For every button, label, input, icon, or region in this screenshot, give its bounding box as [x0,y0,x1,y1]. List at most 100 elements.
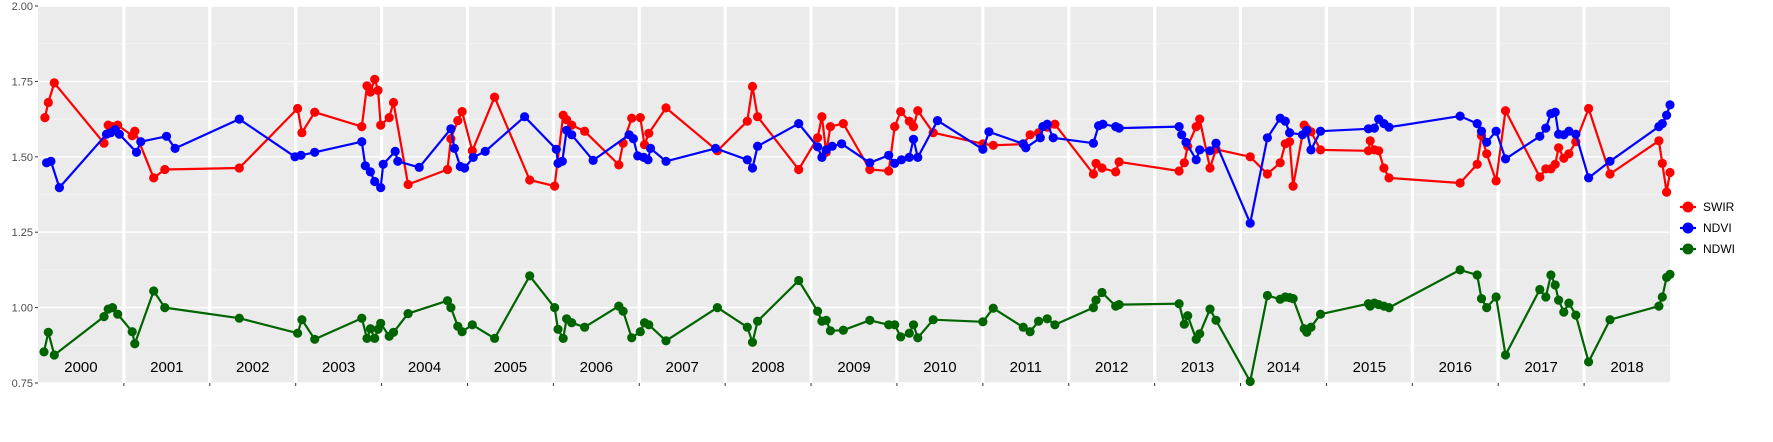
data-point-ndvi [1262,133,1272,143]
data-point-ndvi [1114,123,1124,133]
data-point-swir [753,112,763,122]
data-point-ndwi [904,328,914,338]
data-point-swir [1554,143,1564,153]
data-point-ndwi [1091,295,1101,305]
data-point-ndvi [1491,126,1501,136]
data-point-swir [813,133,823,143]
data-point-ndwi [580,322,590,332]
data-point-ndwi [99,312,109,322]
data-point-swir [1179,158,1189,168]
data-point-ndvi [628,134,639,144]
data-point-swir [1374,146,1384,156]
data-point-ndvi [170,143,180,153]
y-tick-label: 1.00 [12,303,33,315]
data-point-swir [1654,136,1664,146]
data-point-swir [913,106,923,116]
data-point-swir [376,120,386,130]
data-point-ndvi [1455,111,1465,121]
year-label-2011: 2011 [1010,359,1042,376]
data-point-swir [370,74,380,84]
data-point-ndwi [1665,269,1675,279]
data-point-ndvi [1571,129,1581,139]
year-label-2004: 2004 [408,359,441,376]
data-point-swir [1379,163,1389,173]
year-label-2002: 2002 [236,359,269,376]
data-point-ndvi [1174,122,1184,132]
data-point-ndvi [551,144,561,154]
year-label-2014: 2014 [1267,359,1300,376]
data-point-swir [1114,157,1124,167]
data-point-swir [1535,172,1545,182]
data-point-ndvi [468,152,478,162]
data-point-swir [580,126,590,136]
data-point-ndwi [113,309,123,319]
data-point-ndwi [742,322,752,332]
data-point-ndwi [1306,322,1316,332]
data-point-ndvi [1191,155,1201,165]
data-point-ndvi [1584,173,1594,183]
data-point-ndwi [1491,292,1501,302]
data-point-ndvi [1088,138,1098,148]
data-point-ndwi [1288,294,1298,304]
year-label-2017: 2017 [1524,359,1557,376]
data-point-ndwi [1245,376,1255,387]
data-point-ndwi [1584,357,1594,367]
data-point-swir [1455,178,1465,188]
data-point-swir [384,113,394,123]
data-point-swir [644,128,654,138]
data-point-ndwi [753,316,763,326]
data-point-swir [1472,159,1482,169]
data-point-swir [403,179,413,190]
data-point-ndwi [310,334,320,344]
data-point-swir [661,103,671,113]
data-point-ndvi [1302,125,1312,135]
data-point-ndwi [1384,303,1394,313]
data-point-ndvi [1369,123,1379,133]
data-point-ndvi [376,183,386,193]
year-label-2006: 2006 [580,359,613,376]
data-point-ndvi [234,114,244,124]
data-point-ndwi [490,333,500,343]
data-point-swir [865,164,875,175]
data-point-swir [357,122,367,132]
data-point-swir [1605,169,1615,179]
data-point-ndvi [643,155,653,165]
data-point-ndvi [1195,145,1205,155]
data-point-swir [1564,149,1574,159]
data-point-swir [884,166,894,176]
data-point-ndwi [558,333,568,343]
data-point-swir [1025,130,1035,140]
data-point-ndwi [467,320,477,330]
data-point-swir [614,160,624,170]
data-point-swir [896,107,906,117]
data-point-ndwi [1205,304,1215,314]
data-point-ndvi [414,162,424,172]
data-point-ndvi [1535,131,1545,141]
data-point-swir [890,122,900,132]
data-point-ndwi [1535,284,1545,295]
data-point-ndvi [645,143,656,153]
data-point-ndwi [1500,350,1511,360]
data-point-ndwi [442,296,453,306]
data-point-ndwi [825,326,836,336]
data-point-ndwi [553,324,563,334]
legend-item-ndvi: NDVI [1680,221,1732,235]
data-point-ndvi [1657,119,1667,129]
data-point-ndwi [908,320,919,330]
data-point-ndvi [1541,123,1551,133]
data-point-ndvi [365,167,375,177]
data-point-ndwi [1042,314,1052,324]
data-point-ndvi [393,156,403,166]
year-label-2012: 2012 [1095,359,1128,376]
legend-label: SWIR [1703,200,1735,214]
data-point-ndwi [747,337,758,347]
legend-key-point [1682,201,1694,213]
data-point-swir [1491,176,1501,186]
data-point-ndvi [865,158,875,168]
data-point-ndvi [136,137,146,147]
data-point-ndwi [1476,294,1487,304]
data-point-ndvi [1662,110,1672,120]
data-point-ndwi [1179,319,1189,329]
y-tick-label: 0.75 [12,378,33,390]
data-point-ndvi [1042,119,1052,129]
